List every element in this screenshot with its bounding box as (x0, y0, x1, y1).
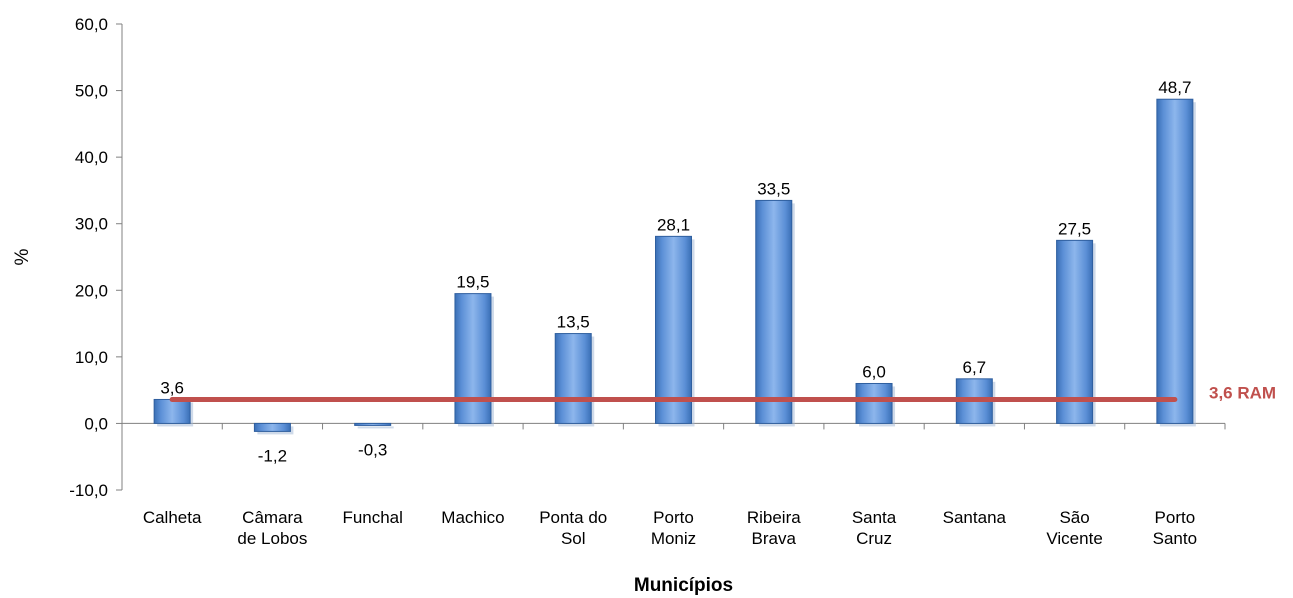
y-tick-label: 10,0 (75, 348, 108, 367)
bars (153, 98, 1196, 435)
x-axis: Calheta Câmara de Lobos Funchal Machico Ponta… (121, 422, 1226, 548)
category-label: Machico (441, 508, 504, 527)
y-axis-title: % (12, 248, 33, 265)
bar (1056, 239, 1094, 424)
reference-line-group: 3,6 RAM (169, 383, 1276, 402)
y-axis: -10,0 0,0 10,0 20,0 30,0 40,0 50,0 60,0 (69, 15, 123, 500)
y-tick-label: 60,0 (75, 15, 108, 34)
bar-shadow (357, 426, 394, 429)
data-label: 3,6 (160, 378, 184, 397)
data-label: 48,7 (1158, 78, 1191, 97)
data-label: -1,2 (258, 446, 287, 465)
data-label: 28,1 (657, 215, 690, 234)
data-label: 13,5 (557, 313, 590, 332)
y-tick-label: 50,0 (75, 82, 108, 101)
bar (454, 293, 492, 424)
x-axis-title: Municípios (634, 575, 733, 596)
category-label: São Vicente (1046, 508, 1102, 548)
category-label: Calheta (143, 508, 202, 527)
bar (855, 382, 893, 424)
bar (354, 422, 392, 426)
y-tick-label: -10,0 (69, 481, 108, 500)
category-label: Porto Santo (1153, 508, 1197, 548)
data-labels: 3,6 -1,2 -0,3 19,5 13,5 28,1 33,5 6,0 6,7 27,5 48,… (160, 78, 1191, 465)
data-label: 27,5 (1058, 219, 1091, 238)
data-label: 6,0 (862, 362, 886, 381)
y-tick-label: 40,0 (75, 148, 108, 167)
bar (153, 398, 191, 424)
y-tick-label: 20,0 (75, 281, 108, 300)
data-label: 6,7 (962, 358, 986, 377)
bar (1156, 98, 1194, 424)
data-label: -0,3 (358, 440, 387, 459)
data-label: 33,5 (757, 179, 790, 198)
category-label: Ribeira Brava (747, 508, 801, 548)
category-label: Santa Cruz (852, 508, 897, 548)
bar (755, 199, 793, 424)
category-label: Santana (943, 508, 1007, 527)
bar (554, 333, 592, 424)
category-label: Ponta do Sol (539, 508, 607, 548)
y-tick-label: 0,0 (84, 414, 108, 433)
category-label: Funchal (342, 508, 402, 527)
reference-line-label: 3,6 RAM (1209, 383, 1276, 402)
category-label: Porto Moniz (651, 508, 696, 548)
bar (655, 235, 692, 424)
data-label: 19,5 (456, 273, 489, 292)
category-label: Câmara de Lobos (237, 508, 307, 548)
y-tick-label: 30,0 (75, 215, 108, 234)
bar (253, 422, 291, 432)
